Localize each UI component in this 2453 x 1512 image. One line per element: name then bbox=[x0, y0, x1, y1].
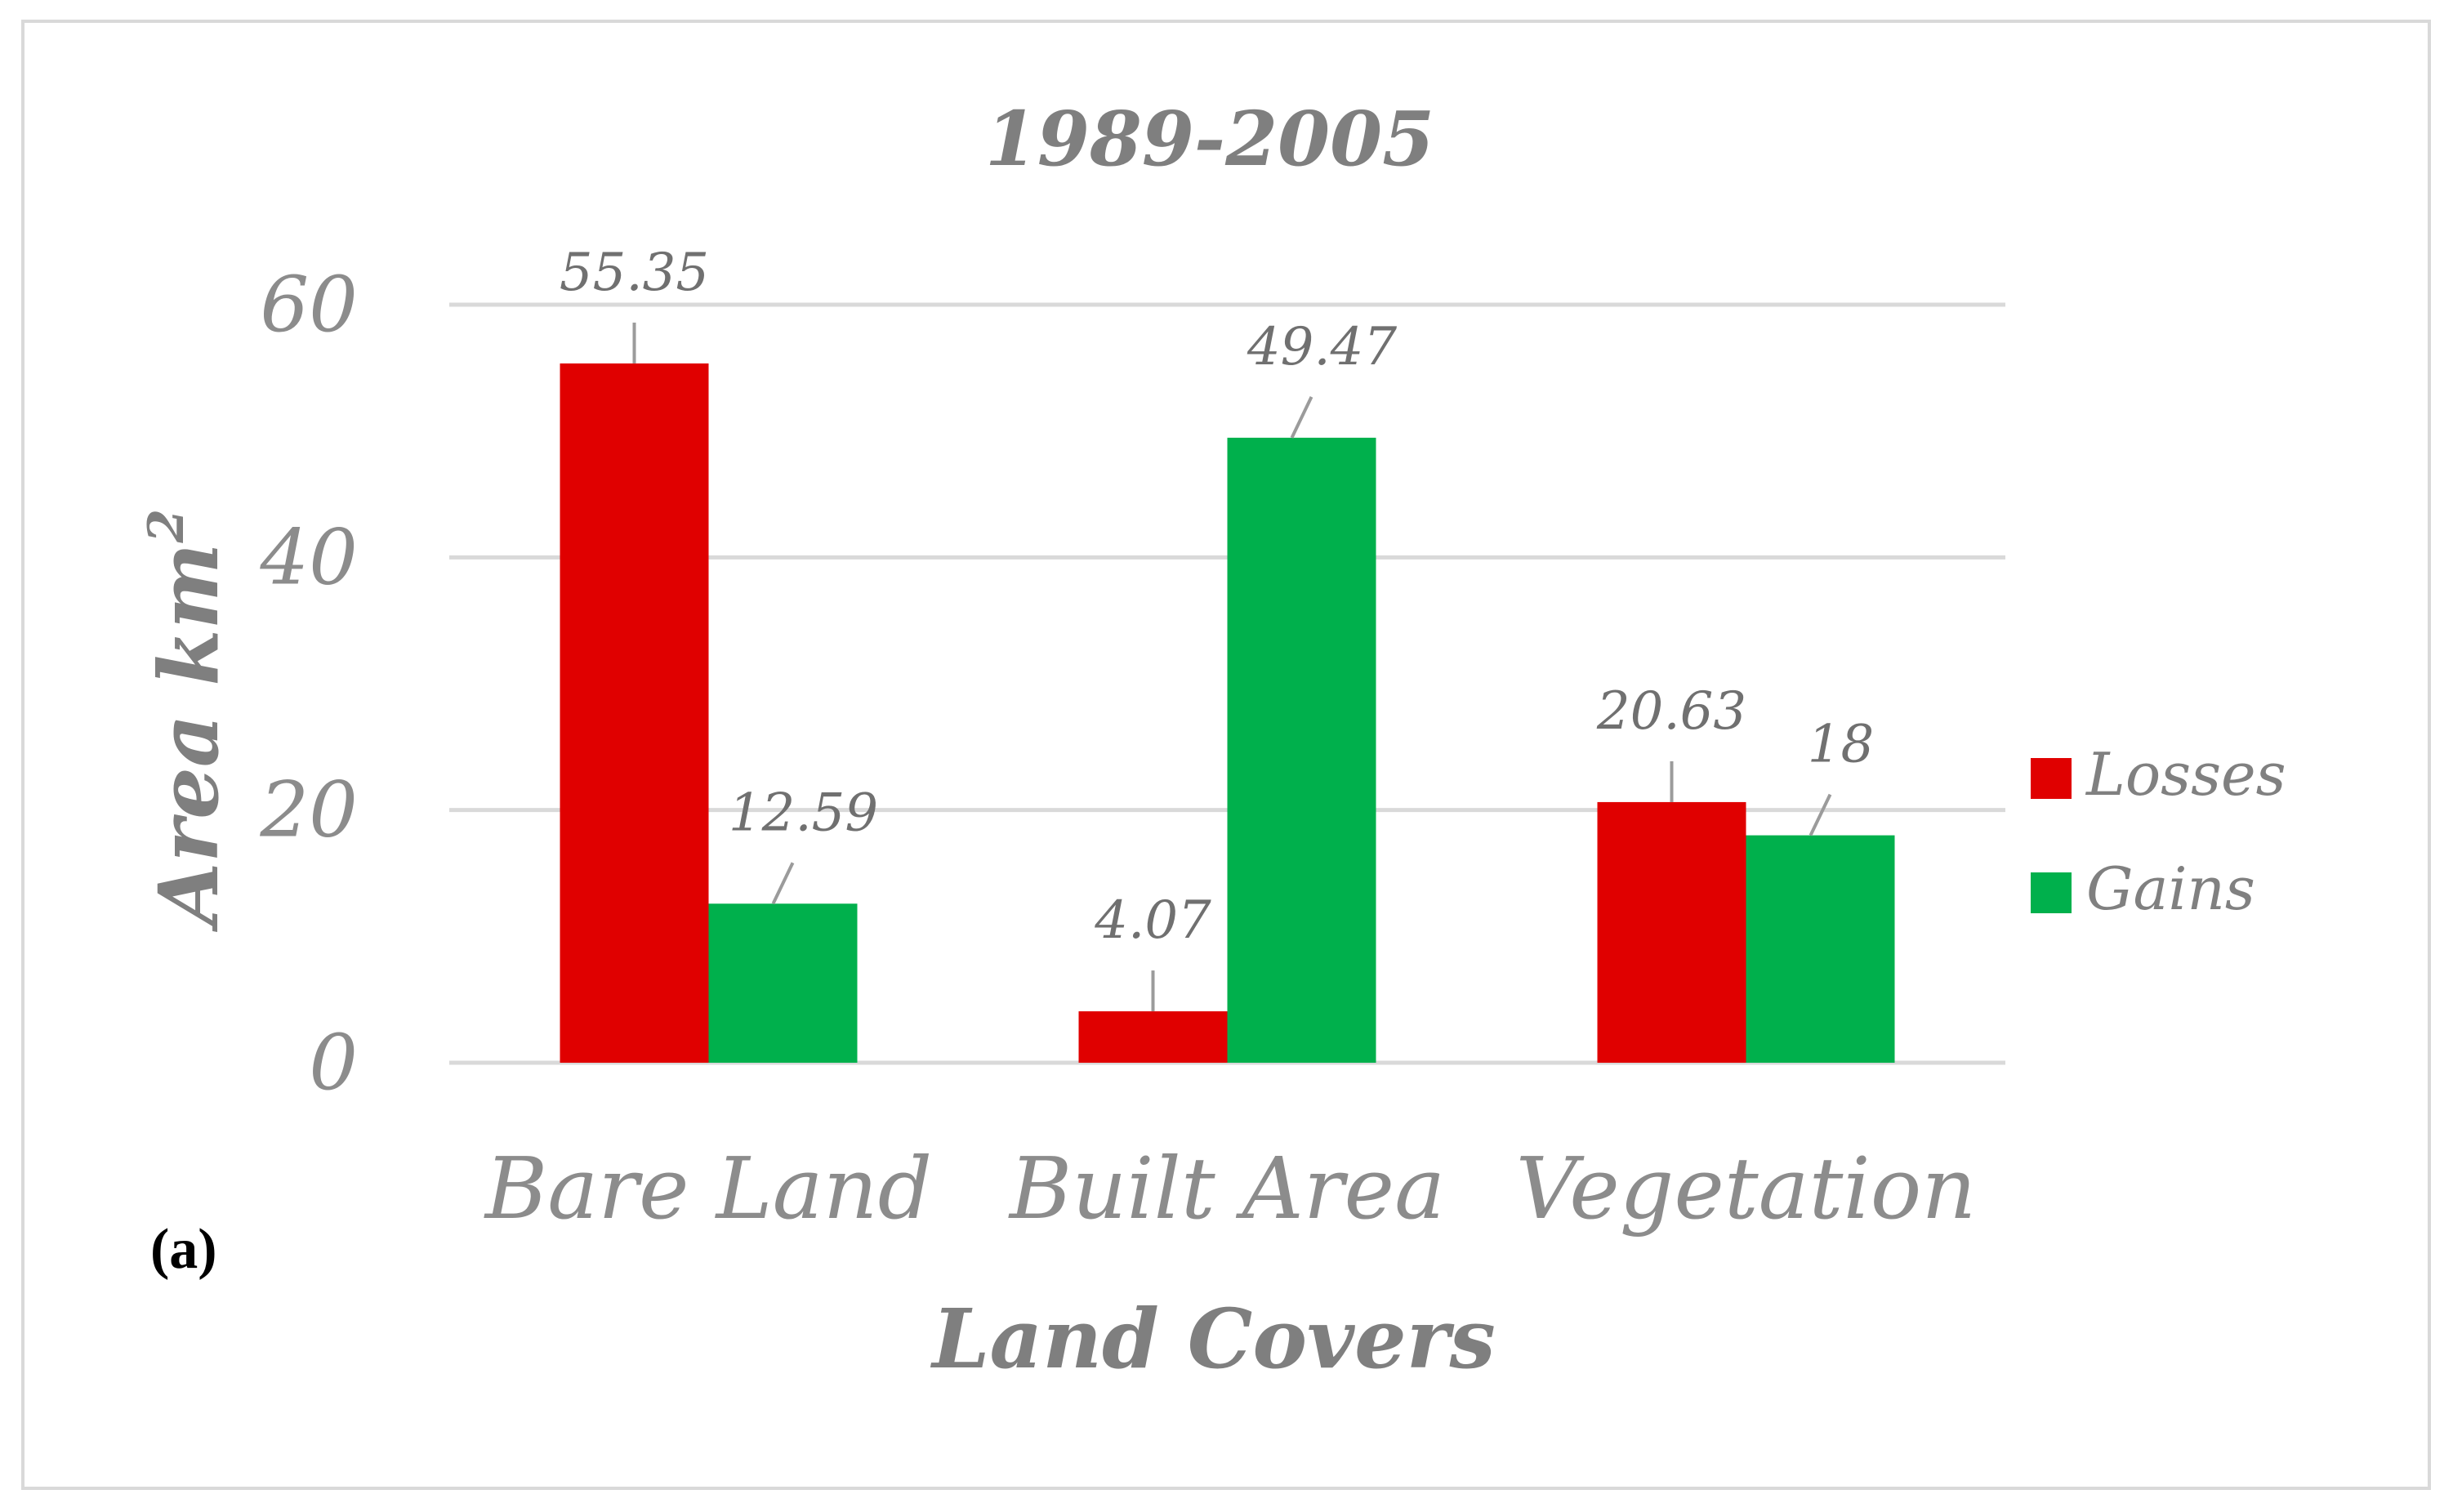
data-label-losses-1: 4.07 bbox=[1094, 890, 1211, 951]
legend-label-gains: Gains bbox=[2086, 854, 2255, 923]
y-tick-label-3: 60 bbox=[260, 261, 358, 350]
chart-frame: 1989-2005 0 20 40 60 55.35 12.59 4.07 49.47 20.… bbox=[21, 20, 2431, 1490]
panel-label: (a) bbox=[150, 1218, 217, 1281]
bar-gains-0 bbox=[708, 903, 858, 1063]
leader-gains-2 bbox=[1809, 793, 1832, 836]
bar-losses-1 bbox=[1078, 1011, 1228, 1063]
x-category-label-0: Bare Land bbox=[484, 1139, 932, 1238]
y-tick-label-0: 0 bbox=[309, 1019, 358, 1108]
x-axis-title: Land Covers bbox=[930, 1291, 1496, 1387]
leader-gains-0 bbox=[771, 862, 795, 905]
legend-swatch-gains bbox=[2031, 872, 2072, 913]
bar-chart: 1989-2005 0 20 40 60 55.35 12.59 4.07 49.47 20.… bbox=[138, 95, 2286, 1387]
data-labels: 55.35 12.59 4.07 49.47 20.63 18 bbox=[560, 243, 1874, 951]
y-axis-ticks: 0 20 40 60 bbox=[259, 261, 358, 1108]
bar-gains-2 bbox=[1746, 835, 1895, 1063]
legend-swatch-losses bbox=[2031, 758, 2072, 799]
legend-label-losses: Losses bbox=[2085, 740, 2286, 809]
x-category-label-2: Vegetation bbox=[1516, 1139, 1977, 1238]
bars bbox=[560, 363, 1895, 1063]
data-label-losses-0: 55.35 bbox=[560, 243, 709, 303]
bar-gains-1 bbox=[1227, 437, 1376, 1063]
leader-gains-1 bbox=[1290, 395, 1313, 439]
x-category-label-1: Built Area bbox=[1008, 1139, 1445, 1238]
data-label-losses-2: 20.63 bbox=[1596, 681, 1746, 742]
chart-title: 1989-2005 bbox=[985, 95, 1434, 183]
legend: Losses Gains bbox=[2031, 740, 2286, 923]
data-label-gains-0: 12.59 bbox=[729, 783, 878, 843]
data-label-gains-1: 49.47 bbox=[1247, 317, 1398, 377]
bar-losses-0 bbox=[560, 363, 709, 1063]
y-axis-title: Area km2 bbox=[138, 509, 237, 932]
x-axis-categories: Bare Land Built Area Vegetation bbox=[484, 1139, 1977, 1238]
y-tick-label-1: 20 bbox=[259, 766, 358, 855]
data-label-leaders bbox=[632, 322, 1832, 1012]
y-tick-label-2: 40 bbox=[259, 513, 358, 602]
bar-losses-2 bbox=[1597, 801, 1746, 1063]
data-label-gains-2: 18 bbox=[1808, 715, 1874, 775]
